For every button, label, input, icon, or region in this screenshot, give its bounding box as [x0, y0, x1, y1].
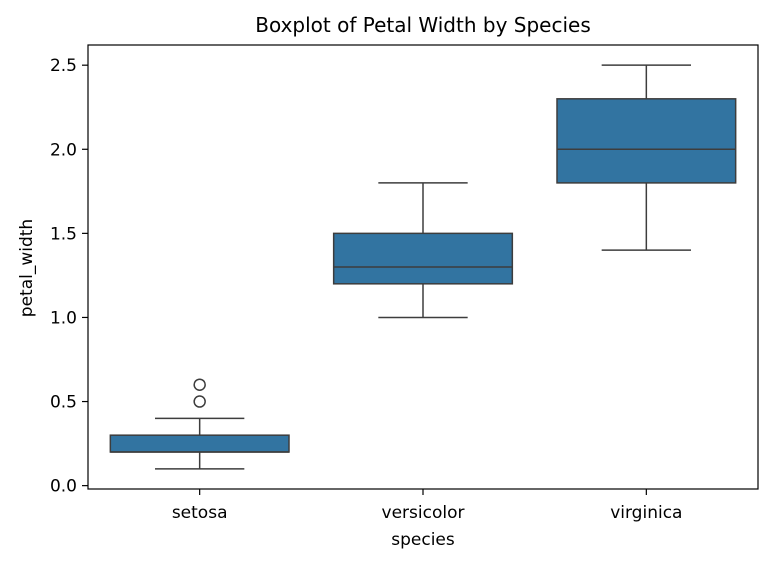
box-virginica — [556, 98, 737, 184]
y-tick-label: 1.0 — [50, 308, 77, 328]
plot-frame — [87, 44, 759, 490]
outlier-setosa — [193, 395, 206, 408]
outlier-setosa — [193, 378, 206, 391]
chart-title: Boxplot of Petal Width by Species — [255, 13, 591, 37]
box-versicolor — [332, 232, 514, 285]
y-tick-label: 1.5 — [50, 224, 77, 244]
x-tick-label: versicolor — [382, 503, 465, 523]
x-tick-label: virginica — [610, 503, 682, 523]
box-setosa — [109, 434, 290, 453]
x-tick-label: setosa — [172, 503, 228, 523]
x-axis-label: species — [391, 530, 455, 550]
y-tick-label: 2.0 — [50, 140, 77, 160]
y-tick-label: 2.5 — [50, 56, 77, 76]
plot-area: 0.0 0.5 1.0 1.5 2.0 2.5 setosa versicolor virgin… — [50, 44, 759, 523]
y-tick-label: 0.0 — [50, 477, 77, 497]
y-axis-label: petal_width — [17, 219, 37, 317]
y-tick-label: 0.5 — [50, 393, 77, 413]
